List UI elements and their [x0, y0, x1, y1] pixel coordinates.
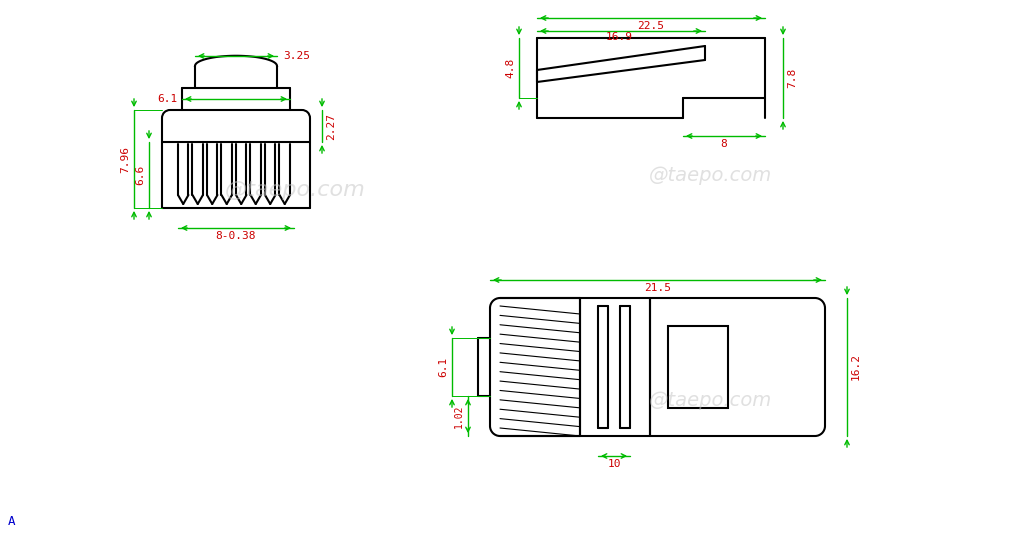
Text: @taepo.com: @taepo.com	[224, 180, 365, 200]
Text: 2.27: 2.27	[326, 113, 336, 139]
Text: 8-0.38: 8-0.38	[215, 231, 256, 241]
Bar	[667, 326, 727, 408]
Text: 7.8: 7.8	[787, 68, 797, 88]
Text: 1.02: 1.02	[454, 404, 463, 428]
Text: 10: 10	[607, 459, 620, 469]
Text: @taepo.com: @taepo.com	[648, 166, 770, 185]
Text: 16.2: 16.2	[850, 354, 860, 381]
Text: 4.8: 4.8	[504, 58, 515, 78]
Text: 21.5: 21.5	[643, 283, 670, 293]
Text: 6.1: 6.1	[438, 357, 448, 377]
Text: 6.1: 6.1	[158, 94, 178, 104]
Text: A: A	[8, 515, 15, 528]
Text: @taepo.com: @taepo.com	[648, 390, 770, 410]
Text: 8: 8	[720, 139, 727, 149]
Text: 22.5: 22.5	[637, 21, 664, 31]
Text: 16.9: 16.9	[605, 32, 632, 42]
Text: 6.6: 6.6	[134, 165, 145, 185]
Text: 7.96: 7.96	[120, 145, 129, 172]
Text: 3.25: 3.25	[283, 51, 309, 61]
